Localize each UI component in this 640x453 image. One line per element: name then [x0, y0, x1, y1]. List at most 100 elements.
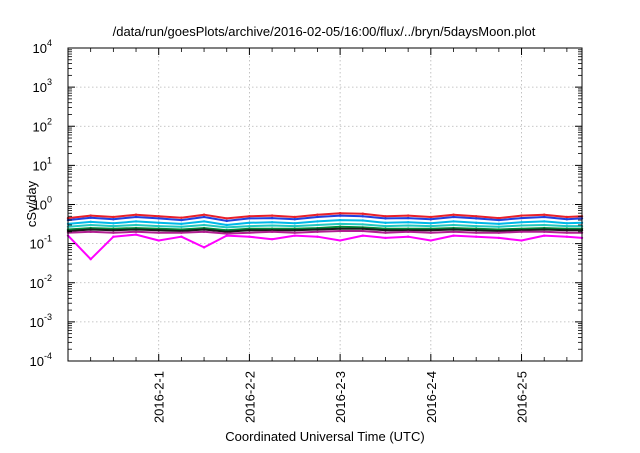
data-point — [520, 221, 523, 224]
data-point — [112, 224, 115, 228]
y-tick-base: 10 — [33, 198, 47, 213]
data-point — [89, 223, 92, 227]
data-point — [565, 235, 569, 238]
data-point — [543, 230, 546, 234]
data-point — [112, 229, 115, 232]
y-tick-label: 104 — [33, 38, 52, 56]
y-tick-exponent: -3 — [44, 312, 52, 322]
data-point — [202, 213, 206, 216]
data-point — [248, 224, 251, 228]
y-tick-label: 10-1 — [30, 234, 52, 252]
data-point — [202, 246, 206, 249]
data-point — [316, 213, 319, 216]
data-point — [543, 228, 546, 231]
data-point — [248, 215, 251, 218]
data-point — [497, 222, 501, 226]
y-tick-base: 10 — [30, 276, 44, 291]
data-point — [384, 221, 387, 225]
data-point — [316, 228, 319, 231]
series-line — [67, 227, 582, 233]
data-point — [89, 257, 92, 261]
data-point — [316, 220, 319, 223]
y-tick-label: 102 — [33, 116, 52, 134]
y-tick-base: 10 — [33, 41, 47, 56]
data-point — [384, 229, 387, 232]
data-point — [134, 230, 138, 234]
data-point — [384, 224, 387, 228]
data-point — [134, 233, 138, 236]
data-point — [565, 215, 569, 219]
data-point — [520, 239, 523, 242]
data-point — [497, 231, 501, 234]
data-point — [429, 224, 433, 228]
data-point — [225, 217, 228, 220]
series-line — [67, 219, 583, 226]
data-point — [406, 216, 410, 220]
series-6 — [66, 227, 584, 234]
data-point — [406, 230, 410, 234]
data-point — [338, 229, 342, 233]
data-point — [270, 224, 274, 227]
data-point — [565, 224, 569, 228]
data-point — [134, 220, 138, 223]
y-tick-base: 10 — [30, 315, 44, 330]
data-point — [112, 218, 115, 221]
x-tick-label: 2016-2-3 — [333, 371, 348, 423]
grid — [68, 48, 582, 361]
data-point — [361, 227, 364, 230]
data-point — [338, 225, 342, 228]
y-tick-label: 10-4 — [30, 351, 52, 369]
data-point — [180, 231, 183, 234]
data-point — [248, 221, 251, 225]
data-point — [202, 215, 206, 219]
data-point — [452, 213, 455, 216]
data-point — [225, 223, 228, 227]
series-layer — [66, 211, 584, 261]
data-point — [565, 229, 569, 232]
data-point — [180, 216, 183, 219]
y-tick-base: 10 — [33, 119, 47, 134]
data-point — [270, 230, 274, 234]
data-point — [543, 213, 546, 216]
data-point — [338, 222, 342, 226]
data-point — [248, 231, 251, 234]
data-point — [89, 214, 92, 217]
data-point — [202, 220, 206, 223]
series-4 — [66, 222, 584, 229]
data-point — [406, 235, 410, 238]
y-tick-base: 10 — [30, 354, 44, 369]
data-point — [474, 217, 478, 220]
data-point — [384, 231, 387, 234]
data-point — [452, 234, 455, 237]
data-point — [180, 229, 183, 233]
data-point — [225, 234, 228, 237]
y-tick-exponent: 0 — [47, 195, 52, 205]
data-point — [520, 230, 523, 234]
series-line — [67, 225, 582, 232]
data-point — [429, 222, 433, 225]
data-point — [497, 236, 501, 240]
y-tick-base: 10 — [33, 158, 47, 173]
data-point — [474, 231, 478, 234]
data-point — [474, 229, 478, 232]
data-point — [338, 227, 342, 230]
data-point — [112, 231, 115, 234]
data-point — [452, 230, 455, 234]
series-3 — [66, 218, 584, 227]
data-point — [429, 215, 433, 219]
data-point — [180, 218, 183, 222]
data-point — [157, 221, 160, 225]
data-point — [384, 217, 387, 220]
data-point — [202, 228, 206, 231]
data-point — [270, 221, 274, 224]
data-point — [520, 214, 523, 217]
data-point — [157, 229, 160, 232]
data-point — [497, 216, 501, 220]
data-point — [293, 234, 296, 237]
y-axis-label: cSv/day — [24, 180, 39, 227]
series-line — [67, 233, 583, 261]
data-point — [429, 239, 433, 242]
